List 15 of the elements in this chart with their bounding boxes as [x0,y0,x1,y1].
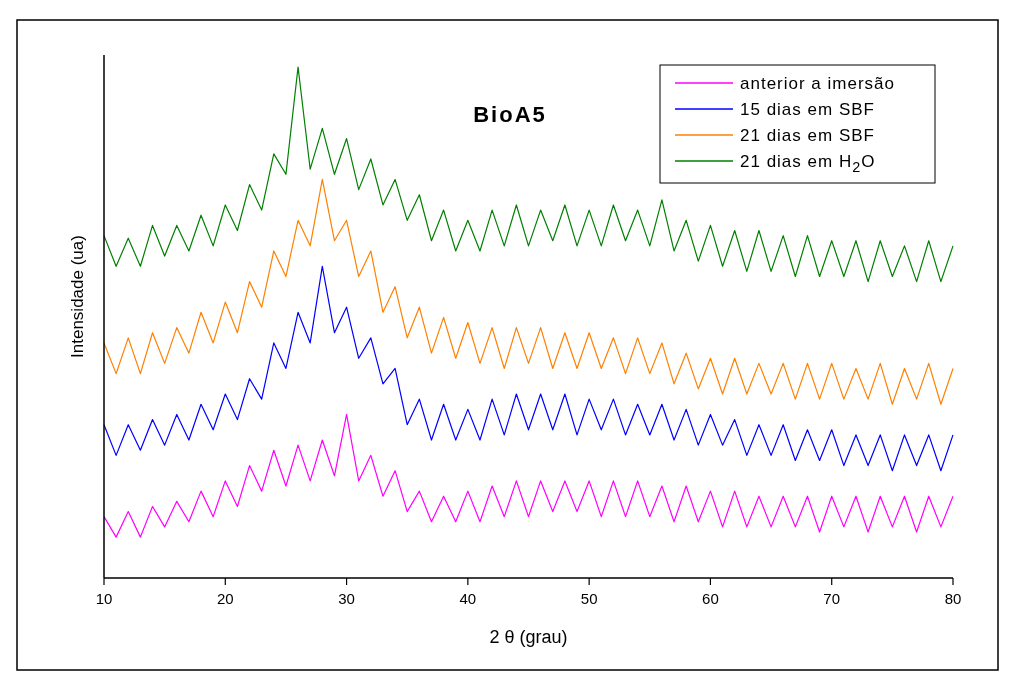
x-tick-label: 40 [459,590,477,607]
x-tick-label: 80 [944,590,962,607]
y-axis-title: Intensidade (ua) [68,235,87,358]
text: BioA5 [473,102,547,127]
legend-label: 21 dias em SBF [740,126,875,145]
x-axis-title: 2 θ (grau) [489,627,568,647]
legend-label: 15 dias em SBF [740,100,875,119]
x-tick-label: 70 [823,590,841,607]
x-tick-label: 30 [338,590,355,607]
x-tick-label: 50 [580,590,598,607]
legend-label: anterior a imersão [740,74,896,93]
legend-label: 21 dias em H$_{2}$O [740,152,876,176]
x-tick-label: 60 [702,590,719,607]
x-tick-label: 20 [216,590,234,607]
x-tick-label: 10 [95,590,113,607]
